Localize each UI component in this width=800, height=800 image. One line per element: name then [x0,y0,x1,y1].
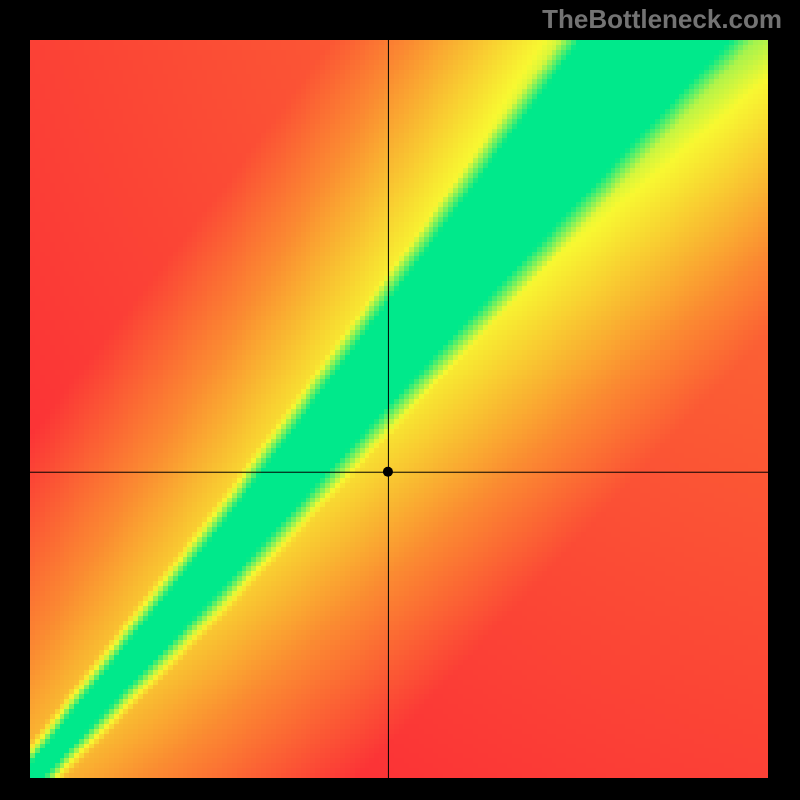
watermark-text: TheBottleneck.com [542,4,782,35]
chart-container: TheBottleneck.com [0,0,800,800]
plot-area [30,40,768,778]
bottleneck-heatmap [30,40,768,778]
